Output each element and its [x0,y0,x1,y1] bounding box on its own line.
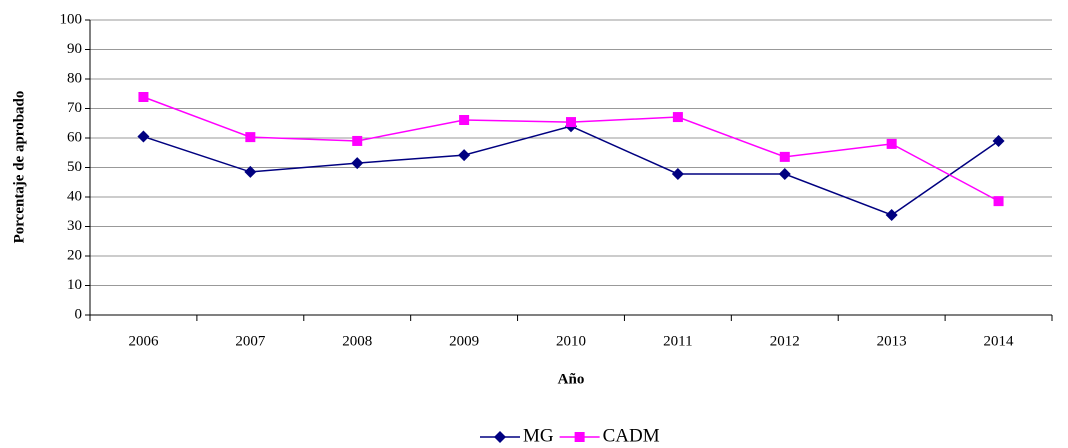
point [886,138,897,149]
x-tick-label: 2011 [663,333,692,349]
point [779,151,790,162]
y-tick-label: 10 [67,277,82,293]
legend-label: CADM [603,425,660,446]
y-tick-label: 70 [67,100,82,116]
point [244,165,257,178]
y-tick-label: 80 [67,70,82,86]
point [138,91,149,102]
x-tick-label: 2008 [342,333,372,349]
point [566,117,576,128]
point [671,167,684,180]
point [137,130,150,143]
y-tick-label: 50 [67,159,82,175]
legend-label: MG [523,425,554,446]
point [992,134,1005,147]
line [143,125,999,216]
point [245,132,256,143]
point [993,196,1004,207]
x-tick-label: 2013 [877,333,907,349]
x-axis-label: Año [558,371,585,387]
point [672,112,683,123]
y-tick-label: 100 [60,11,83,27]
point [459,115,470,126]
legend-marker [494,431,506,443]
y-tick-label: 60 [67,129,82,145]
x-tick-label: 2014 [984,333,1015,349]
x-tick-label: 2006 [128,333,159,349]
point [778,167,791,180]
x-tick-label: 2007 [235,333,266,349]
point [885,208,898,221]
line [143,96,999,202]
y-tick-label: 20 [67,247,82,263]
x-tick-label: 2012 [770,333,800,349]
x-tick-label: 2010 [556,333,586,349]
y-axis-label: Porcentaje de aprobado [11,91,27,244]
y-tick-label: 40 [67,188,82,204]
y-tick-label: 30 [67,218,82,234]
legend-marker [574,432,585,442]
point [351,157,364,170]
x-tick-label: 2009 [449,333,479,349]
point [458,149,471,162]
y-tick-label: 90 [67,41,82,57]
y-tick-label: 0 [75,306,83,322]
point [352,135,363,146]
